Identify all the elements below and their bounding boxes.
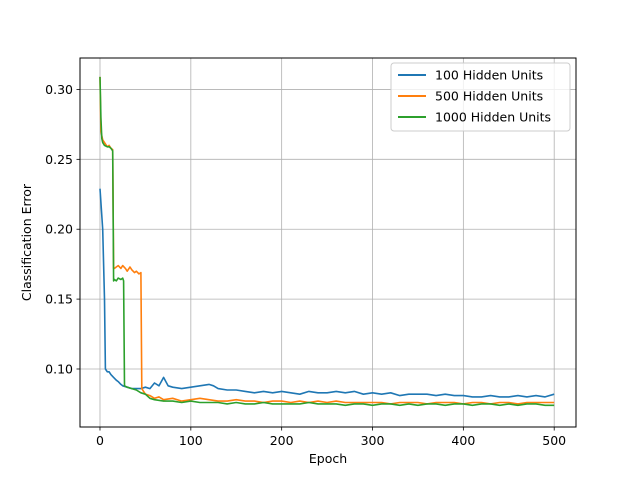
x-tick-label: 300	[361, 433, 385, 448]
legend-label-1000: 1000 Hidden Units	[435, 110, 551, 125]
x-tick-label: 400	[451, 433, 475, 448]
plot-lines	[99, 76, 555, 407]
y-tick-label: 0.30	[45, 82, 73, 97]
plot-frame	[79, 57, 577, 428]
legend: 100 Hidden Units 500 Hidden Units 1000 H…	[390, 62, 571, 132]
legend-label-100: 100 Hidden Units	[435, 68, 543, 83]
axis-ticks: 0 100 200 300 400 500 0.10 0.15 0.20 0.25 0.30	[45, 82, 566, 448]
legend-label-500: 500 Hidden Units	[435, 89, 543, 104]
series-line-3	[99, 76, 555, 407]
y-tick-label: 0.10	[45, 361, 73, 376]
y-tick-label: 0.20	[45, 222, 73, 237]
series-line-2	[99, 76, 555, 405]
y-tick-label: 0.25	[45, 152, 73, 167]
x-tick-label: 0	[96, 433, 104, 448]
legend-box	[390, 62, 571, 132]
y-tick-label: 0.15	[45, 292, 73, 307]
x-tick-label: 100	[179, 433, 203, 448]
x-tick-label: 200	[270, 433, 294, 448]
x-axis-label: Epoch	[309, 451, 347, 466]
y-axis-label: Classification Error	[19, 183, 34, 301]
x-tick-label: 500	[542, 433, 566, 448]
series-line-1	[99, 188, 555, 398]
